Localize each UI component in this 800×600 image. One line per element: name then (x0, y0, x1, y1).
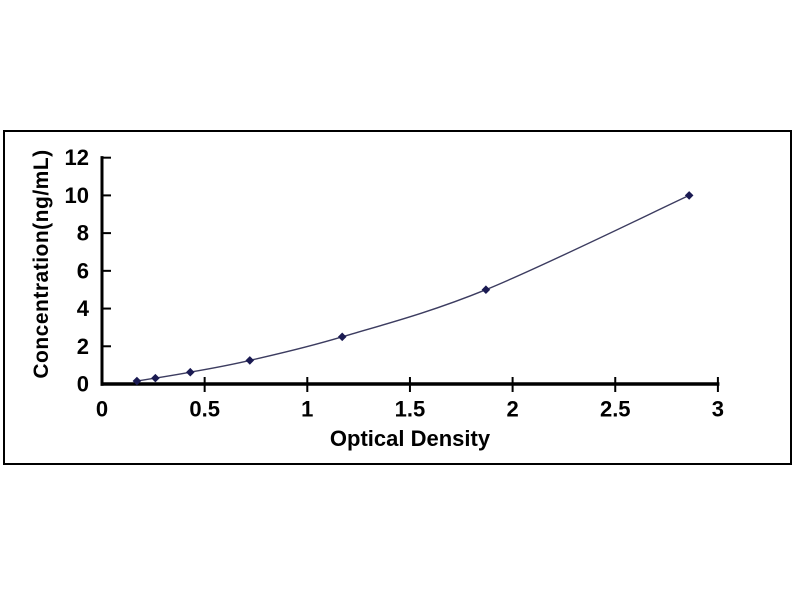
x-tick-label: 0.5 (189, 397, 220, 422)
standard-curve-figure: 0 2 4 6 8 10 12 0 0.5 1 1.5 2 2.5 3 Optical Density C… (3, 130, 792, 465)
y-tick-label: 12 (65, 145, 89, 170)
standard-curve-chart: 0 2 4 6 8 10 12 0 0.5 1 1.5 2 2.5 3 (65, 145, 725, 422)
x-axis-title: Optical Density (329, 426, 491, 451)
y-axis-title: Concentration(ng/mL) (30, 149, 53, 379)
y-tick-label: 2 (77, 334, 89, 359)
data-point-marker (684, 191, 694, 200)
data-point-marker (132, 376, 142, 386)
x-tick-label: 2.5 (600, 397, 631, 422)
data-point-marker (337, 332, 347, 342)
y-tick-label: 8 (77, 221, 89, 246)
curve-line (136, 194, 690, 382)
x-tick-label: 0 (96, 397, 108, 422)
y-tick-label: 4 (77, 296, 90, 321)
x-tick-label: 3 (712, 397, 724, 422)
data-point-marker (185, 367, 195, 377)
data-point-marker (151, 373, 160, 383)
x-tick-label: 1.5 (395, 397, 426, 422)
x-tick-label: 2 (506, 397, 518, 422)
y-tick-label: 6 (77, 258, 89, 283)
y-tick-label: 0 (77, 372, 89, 397)
y-tick-label: 10 (65, 183, 89, 208)
data-point-marker (481, 285, 491, 294)
data-point-marker (245, 356, 255, 365)
x-tick-label: 1 (301, 397, 313, 422)
